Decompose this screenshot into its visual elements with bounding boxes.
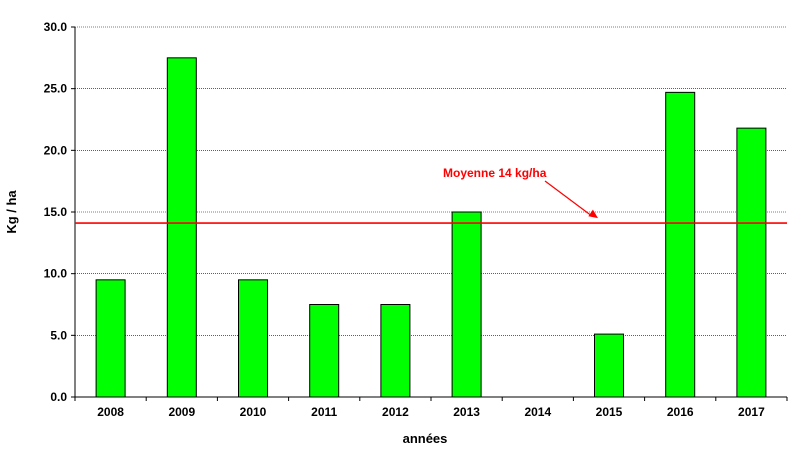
y-tick-label: 5.0 [50,328,67,342]
average-label: Moyenne 14 kg/ha [443,166,547,180]
bar [309,304,340,398]
x-tick-label: 2011 [311,405,337,419]
bar [238,279,268,398]
y-tick-label: 25.0 [44,82,68,96]
bars [95,57,767,398]
axes [71,26,788,401]
bar [665,91,696,398]
y-tick-label: 10.0 [44,267,68,281]
x-tick-label: 2008 [97,405,124,419]
average-arrowhead [588,209,598,219]
x-tick-label: 2013 [453,405,480,419]
bar [451,211,482,398]
x-axis-title: années [403,431,448,446]
average-arrow [544,180,593,217]
y-axis-title: Kg / ha [4,190,19,234]
x-tick-labels: 2008 2009 2010 2011 2012 2013 2014 2015 2016 2017 [97,405,765,419]
bar [166,57,197,398]
bar [736,127,767,398]
bar [594,333,624,398]
y-tick-labels: 0.0 5.0 10.0 15.0 20.0 25.0 30.0 [44,20,68,404]
y-tick-label: 20.0 [44,143,68,157]
x-tick-label: 2009 [168,405,195,419]
x-tick-label: 2015 [596,405,623,419]
bar [380,304,411,398]
x-tick-label: 2012 [382,405,409,419]
x-tick-label: 2010 [240,405,267,419]
y-tick-label: 0.0 [50,390,67,404]
y-tick-label: 30.0 [44,20,68,34]
x-tick-label: 2014 [524,405,551,419]
bar [95,279,126,398]
x-tick-label: 2017 [738,405,765,419]
x-tick-label: 2016 [667,405,694,419]
y-tick-label: 15.0 [44,205,68,219]
average-annotation: Moyenne 14 kg/ha [75,166,787,224]
